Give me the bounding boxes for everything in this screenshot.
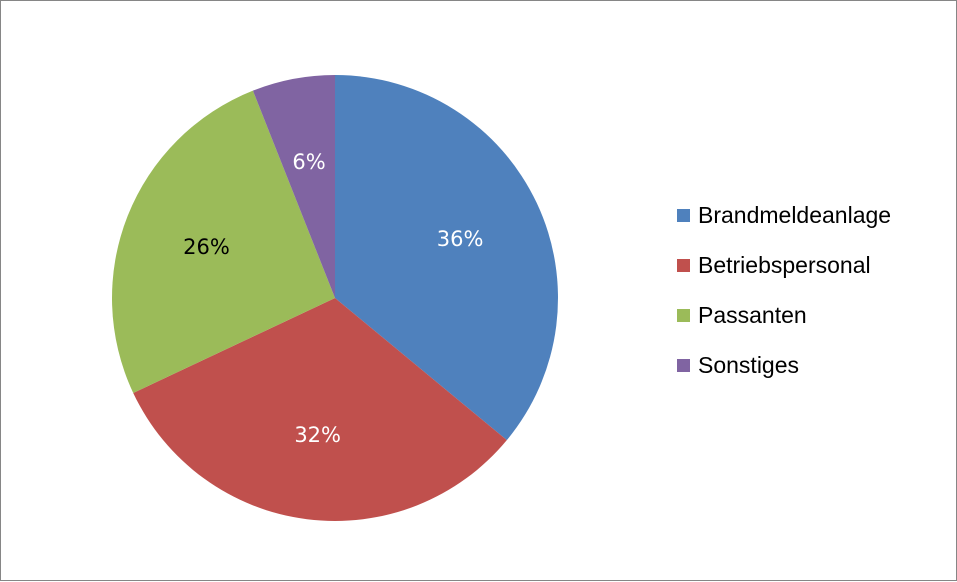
legend-item-passanten: Passanten: [677, 302, 891, 328]
legend-item-sonstiges: Sonstiges: [677, 352, 891, 378]
data-label-passanten: 26%: [183, 235, 230, 259]
pie-slice-passanten: [111, 90, 335, 393]
legend-swatch-betriebspersonal: [677, 258, 690, 272]
legend: Brandmeldeanlage Betriebspersonal Passan…: [677, 202, 891, 402]
legend-swatch-sonstiges: [677, 358, 690, 372]
legend-item-brandmeldeanlage: Brandmeldeanlage: [677, 202, 891, 228]
data-label-brandmeldeanlage: 36%: [437, 227, 484, 251]
legend-label-passanten: Passanten: [698, 301, 807, 328]
legend-item-betriebspersonal: Betriebspersonal: [677, 252, 891, 278]
legend-swatch-passanten: [677, 308, 690, 322]
legend-label-sonstiges: Sonstiges: [698, 351, 800, 378]
legend-label-brandmeldeanlage: Brandmeldeanlage: [698, 201, 892, 228]
data-label-sonstiges: 6%: [292, 150, 325, 174]
data-label-betriebspersonal: 32%: [294, 423, 341, 447]
legend-swatch-brandmeldeanlage: [677, 208, 690, 222]
pie-slice-brandmeldeanlage: [335, 75, 559, 441]
pie-slice-betriebspersonal: [133, 298, 507, 522]
legend-label-betriebspersonal: Betriebspersonal: [698, 251, 871, 278]
pie-slice-sonstiges: [252, 75, 335, 298]
